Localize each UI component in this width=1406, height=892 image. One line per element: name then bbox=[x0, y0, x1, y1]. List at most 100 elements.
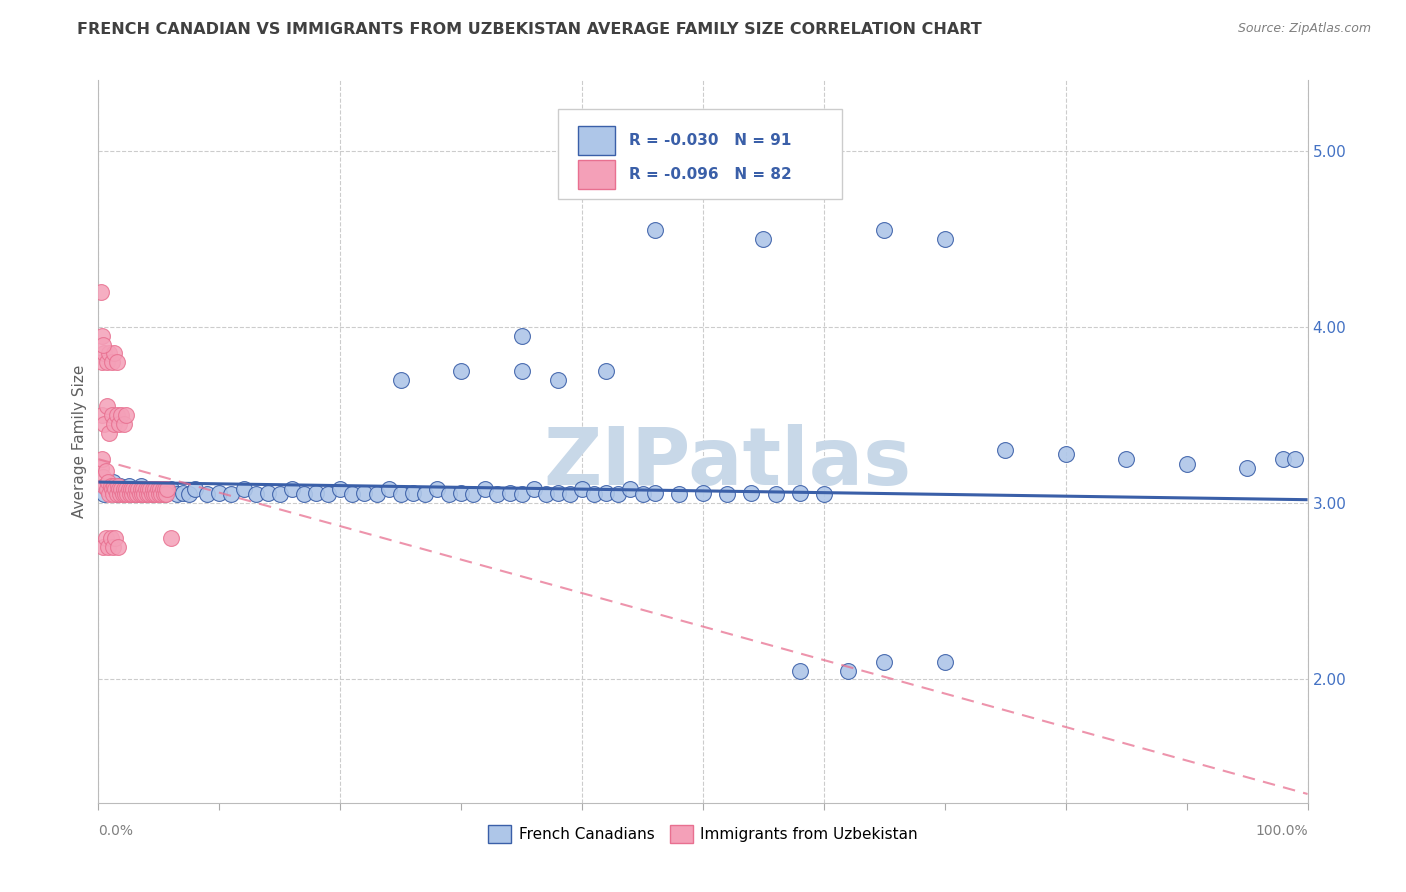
Text: R = -0.096   N = 82: R = -0.096 N = 82 bbox=[630, 167, 792, 182]
Point bbox=[103, 346, 125, 360]
Point bbox=[155, 487, 177, 501]
Point bbox=[97, 475, 120, 489]
Point bbox=[110, 482, 132, 496]
Point bbox=[120, 482, 142, 496]
Point bbox=[142, 487, 165, 501]
Point bbox=[135, 482, 157, 496]
Text: FRENCH CANADIAN VS IMMIGRANTS FROM UZBEKISTAN AVERAGE FAMILY SIZE CORRELATION CH: FRENCH CANADIAN VS IMMIGRANTS FROM UZBEK… bbox=[77, 22, 981, 37]
Point bbox=[692, 485, 714, 500]
Point bbox=[644, 485, 666, 500]
Point bbox=[619, 482, 641, 496]
Point bbox=[256, 485, 278, 500]
Point bbox=[127, 487, 149, 501]
Point bbox=[129, 482, 152, 496]
Point bbox=[486, 487, 509, 501]
Point bbox=[765, 487, 787, 501]
Point bbox=[281, 482, 304, 496]
Point bbox=[139, 482, 162, 496]
Point bbox=[101, 487, 124, 501]
Point bbox=[100, 482, 122, 496]
Point bbox=[118, 487, 141, 501]
Point bbox=[100, 482, 122, 496]
Point bbox=[450, 485, 472, 500]
Point bbox=[583, 487, 606, 501]
Point bbox=[115, 482, 138, 496]
Point bbox=[353, 485, 375, 500]
Point bbox=[269, 487, 291, 501]
Point bbox=[96, 482, 118, 496]
Point bbox=[105, 487, 128, 501]
Point bbox=[98, 425, 121, 440]
Text: 0.0%: 0.0% bbox=[98, 824, 134, 838]
Point bbox=[101, 475, 124, 489]
Point bbox=[510, 364, 533, 378]
Point bbox=[752, 232, 775, 246]
Point bbox=[510, 487, 533, 501]
Point bbox=[152, 487, 174, 501]
Point bbox=[112, 417, 135, 431]
Point bbox=[402, 485, 425, 500]
Point bbox=[1272, 452, 1295, 467]
Point bbox=[104, 532, 127, 546]
Point bbox=[571, 482, 593, 496]
Point bbox=[111, 487, 134, 501]
Point bbox=[96, 399, 118, 413]
Point bbox=[523, 482, 546, 496]
Point bbox=[124, 482, 146, 496]
Point bbox=[934, 655, 956, 669]
Point bbox=[450, 364, 472, 378]
Point bbox=[377, 482, 399, 496]
Point bbox=[1175, 458, 1198, 472]
Point bbox=[342, 487, 364, 501]
Point bbox=[93, 346, 115, 360]
Point bbox=[114, 487, 136, 501]
Point bbox=[463, 487, 485, 501]
Point bbox=[134, 487, 156, 501]
Point bbox=[152, 482, 174, 496]
Point bbox=[595, 364, 617, 378]
Point bbox=[107, 541, 129, 555]
Point bbox=[100, 408, 122, 422]
Point bbox=[195, 487, 218, 501]
Point bbox=[136, 482, 159, 496]
Point bbox=[93, 487, 115, 501]
Point bbox=[94, 465, 117, 479]
Point bbox=[534, 487, 557, 501]
Point bbox=[150, 487, 173, 501]
Point bbox=[668, 487, 690, 501]
Point bbox=[474, 482, 496, 496]
Point bbox=[148, 487, 170, 501]
Point bbox=[124, 487, 146, 501]
Point bbox=[148, 485, 170, 500]
Point bbox=[316, 487, 339, 501]
Point bbox=[413, 487, 436, 501]
Point bbox=[138, 487, 160, 501]
Text: 100.0%: 100.0% bbox=[1256, 824, 1308, 838]
Point bbox=[122, 482, 145, 496]
Point bbox=[142, 482, 165, 496]
Point bbox=[108, 487, 131, 501]
Point bbox=[389, 373, 412, 387]
Point bbox=[94, 532, 117, 546]
Point bbox=[108, 482, 131, 496]
Point bbox=[132, 482, 155, 496]
Point bbox=[789, 485, 811, 500]
Point bbox=[156, 482, 179, 496]
Point bbox=[1236, 461, 1258, 475]
Point bbox=[145, 482, 167, 496]
Point bbox=[97, 541, 120, 555]
Point bbox=[96, 355, 118, 369]
Point bbox=[105, 408, 128, 422]
Point bbox=[91, 452, 114, 467]
Point bbox=[607, 487, 630, 501]
Point bbox=[121, 487, 143, 501]
Point bbox=[1054, 447, 1077, 461]
Point bbox=[934, 232, 956, 246]
Point bbox=[110, 408, 132, 422]
FancyBboxPatch shape bbox=[578, 160, 614, 189]
Point bbox=[131, 487, 153, 501]
Point bbox=[873, 655, 896, 669]
Point bbox=[104, 482, 127, 496]
Point bbox=[160, 482, 183, 496]
Point bbox=[153, 487, 176, 501]
